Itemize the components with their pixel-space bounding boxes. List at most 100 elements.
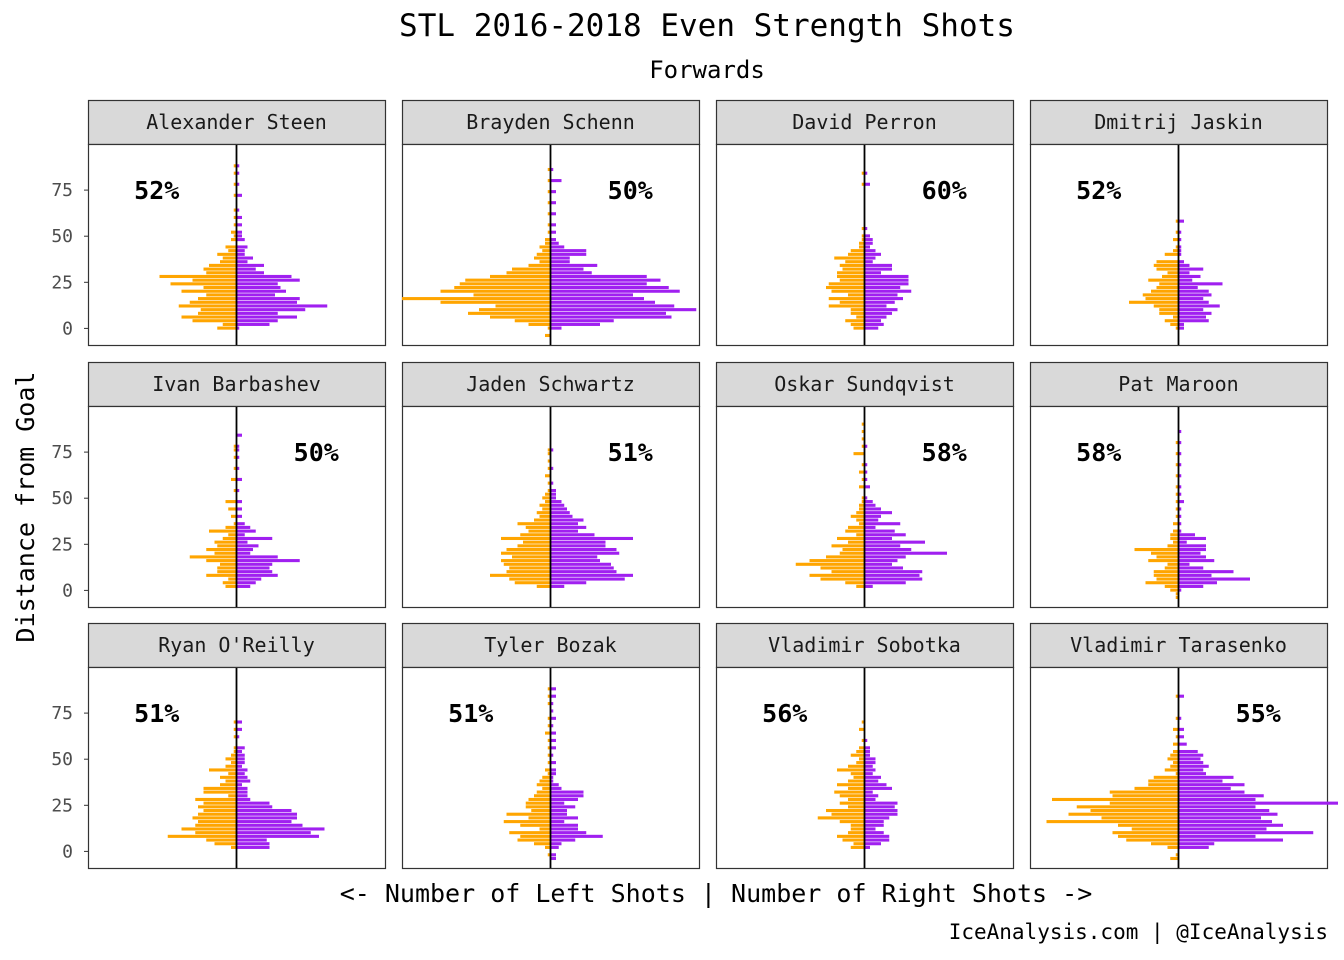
right-shot-bar bbox=[237, 846, 270, 849]
left-shot-bar bbox=[1157, 268, 1179, 271]
right-shot-bar bbox=[1179, 566, 1204, 569]
right-shot-bar bbox=[865, 256, 876, 259]
left-shot-bar bbox=[851, 308, 865, 311]
right-shot-bar bbox=[551, 518, 584, 521]
right-shot-bar bbox=[551, 507, 568, 510]
left-shot-bar bbox=[1135, 787, 1179, 790]
left-shot-bar bbox=[851, 772, 865, 775]
left-shot-bar bbox=[540, 779, 551, 782]
right-shot-bar bbox=[551, 282, 647, 285]
right-shot-bar bbox=[551, 264, 598, 267]
left-shot-bar bbox=[848, 798, 865, 801]
right-shot-bar bbox=[865, 772, 873, 775]
right-shot-bar bbox=[237, 522, 245, 525]
left-shot-bar bbox=[1151, 552, 1179, 555]
left-shot-bar bbox=[204, 268, 237, 271]
left-shot-bar bbox=[223, 256, 237, 259]
facet-panel: Vladimir Sobotka56% bbox=[717, 624, 1014, 869]
left-shot-bar bbox=[201, 308, 237, 311]
right-shot-bar bbox=[237, 802, 270, 805]
right-shot-bar bbox=[551, 798, 579, 801]
right-shot-bar bbox=[551, 504, 565, 507]
right-shot-bar bbox=[865, 824, 884, 827]
left-shot-bar bbox=[537, 511, 551, 514]
facet-panel: David Perron60% bbox=[717, 101, 1014, 346]
percent-label: 55% bbox=[1236, 699, 1281, 728]
left-shot-bar bbox=[826, 809, 865, 812]
left-shot-bar bbox=[856, 315, 864, 318]
left-shot-bar bbox=[1165, 585, 1179, 588]
right-shot-bar bbox=[237, 581, 256, 584]
right-shot-bar bbox=[1179, 315, 1207, 318]
right-shot-bar bbox=[865, 820, 884, 823]
left-shot-bar bbox=[182, 827, 237, 830]
left-shot-bar bbox=[1126, 838, 1178, 841]
y-tick-label: 25 bbox=[51, 272, 73, 293]
right-shot-bar bbox=[237, 256, 254, 259]
left-shot-bar bbox=[1154, 264, 1179, 267]
left-shot-bar bbox=[1165, 253, 1179, 256]
right-shot-bar bbox=[237, 253, 245, 256]
left-shot-bar bbox=[1154, 574, 1179, 577]
right-shot-bar bbox=[865, 805, 895, 808]
left-shot-bar bbox=[1170, 589, 1178, 592]
right-shot-bar bbox=[237, 526, 251, 529]
right-shot-bar bbox=[865, 555, 906, 558]
right-shot-bar bbox=[1179, 757, 1201, 760]
left-shot-bar bbox=[837, 271, 865, 274]
right-shot-bar bbox=[237, 820, 292, 823]
left-shot-bar bbox=[856, 511, 864, 514]
left-shot-bar bbox=[168, 835, 237, 838]
left-shot-bar bbox=[829, 282, 865, 285]
left-shot-bar bbox=[190, 555, 237, 558]
left-shot-bar bbox=[840, 794, 865, 797]
right-shot-bar bbox=[551, 831, 587, 834]
right-shot-bar bbox=[1179, 805, 1256, 808]
right-shot-bar bbox=[551, 563, 612, 566]
right-shot-bar bbox=[865, 570, 923, 573]
left-shot-bar bbox=[226, 500, 237, 503]
right-shot-bar bbox=[865, 566, 904, 569]
left-shot-bar bbox=[1170, 765, 1178, 768]
left-shot-bar bbox=[542, 776, 550, 779]
left-shot-bar bbox=[848, 779, 865, 782]
right-shot-bar bbox=[551, 820, 565, 823]
right-shot-bar bbox=[237, 530, 256, 533]
right-shot-bar bbox=[551, 286, 669, 289]
left-shot-bar bbox=[1165, 768, 1179, 771]
right-shot-bar bbox=[1179, 577, 1251, 580]
right-shot-bar bbox=[1179, 779, 1223, 782]
right-shot-bar bbox=[1179, 279, 1193, 282]
left-shot-bar bbox=[1170, 857, 1178, 860]
left-shot-bar bbox=[215, 541, 237, 544]
right-shot-bar bbox=[1179, 842, 1215, 845]
facet-strip-label: Vladimir Tarasenko bbox=[1070, 633, 1287, 657]
right-shot-bar bbox=[865, 813, 898, 816]
left-shot-bar bbox=[228, 577, 236, 580]
right-shot-bar bbox=[237, 541, 248, 544]
right-shot-bar bbox=[865, 282, 909, 285]
left-shot-bar bbox=[540, 245, 551, 248]
left-shot-bar bbox=[540, 827, 551, 830]
left-shot-bar bbox=[490, 275, 551, 278]
right-shot-bar bbox=[551, 312, 667, 315]
y-tick-label: 50 bbox=[51, 226, 73, 247]
right-shot-bar bbox=[237, 271, 265, 274]
right-shot-bar bbox=[1179, 544, 1207, 547]
left-shot-bar bbox=[518, 544, 551, 547]
left-shot-bar bbox=[843, 268, 865, 271]
right-shot-bar bbox=[551, 500, 562, 503]
left-shot-bar bbox=[195, 798, 236, 801]
right-shot-bar bbox=[237, 566, 270, 569]
left-shot-bar bbox=[1170, 754, 1178, 757]
right-shot-bar bbox=[551, 805, 576, 808]
right-shot-bar bbox=[1179, 290, 1209, 293]
y-tick-label: 25 bbox=[51, 534, 73, 555]
left-shot-bar bbox=[479, 308, 551, 311]
left-shot-bar bbox=[1148, 279, 1178, 282]
right-shot-bar bbox=[551, 794, 584, 797]
percent-label: 52% bbox=[1076, 176, 1121, 205]
right-shot-bar bbox=[237, 574, 278, 577]
right-shot-bar bbox=[1179, 282, 1223, 285]
